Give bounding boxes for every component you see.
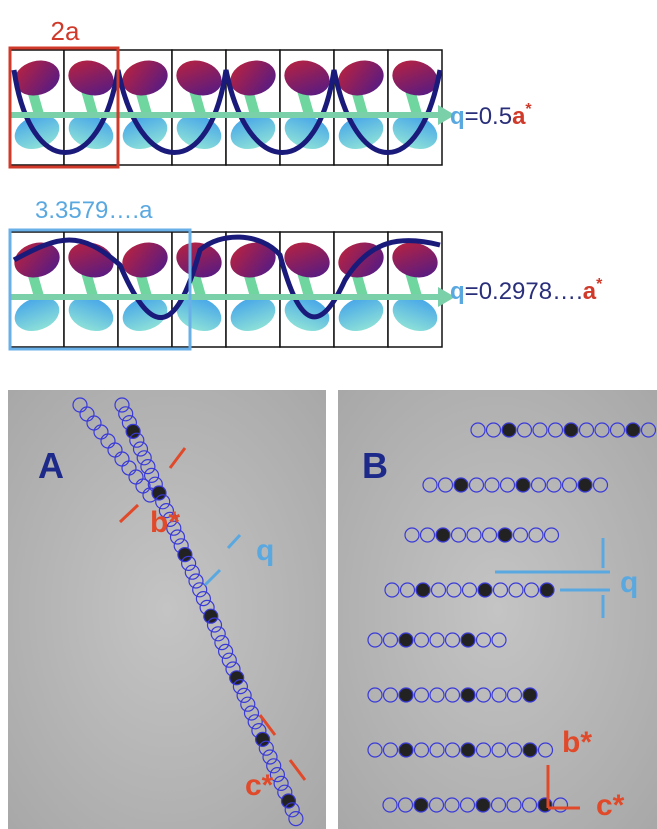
spot-marker <box>578 478 592 492</box>
q: q <box>450 278 465 305</box>
chain-row <box>10 230 455 349</box>
spot-marker <box>461 743 475 757</box>
spot-marker <box>523 743 537 757</box>
figure: 2a q=0.5a* 3.3579….a q=0.2978….a* A b* q… <box>0 0 657 829</box>
spot-marker <box>502 423 516 437</box>
spot-marker <box>498 528 512 542</box>
spot-marker <box>538 798 552 812</box>
q: q <box>450 103 465 130</box>
spot-marker <box>416 583 430 597</box>
spot-marker <box>230 671 244 685</box>
spot-marker <box>478 583 492 597</box>
spot-marker <box>476 798 490 812</box>
spot-marker <box>256 732 270 746</box>
axis-label: q <box>256 534 274 567</box>
spot-marker <box>564 423 578 437</box>
spot-marker <box>126 424 140 438</box>
axis-label: b* <box>150 506 180 539</box>
spot-marker <box>436 528 450 542</box>
value: =0.2978…. <box>465 278 583 305</box>
wavevector-label: q=0.2978….a* <box>450 276 603 305</box>
spot-marker <box>626 423 640 437</box>
axis-label: q <box>620 566 638 599</box>
wavevector-label: q=0.5a* <box>450 101 532 130</box>
axis: a <box>583 278 597 305</box>
spot-marker <box>523 688 537 702</box>
spot-marker <box>461 633 475 647</box>
spot-marker <box>399 743 413 757</box>
spot-marker <box>399 633 413 647</box>
spot-marker <box>399 688 413 702</box>
spot-marker <box>540 583 554 597</box>
spot-marker <box>454 478 468 492</box>
cell-label: 3.3579….a <box>35 197 153 224</box>
axis-label: c* <box>245 769 274 802</box>
spot-marker <box>282 794 296 808</box>
spot-marker <box>414 798 428 812</box>
star: * <box>525 101 532 118</box>
value: =0.5 <box>465 103 512 130</box>
panel-label: A <box>38 445 64 486</box>
spot-marker <box>461 688 475 702</box>
spot-marker <box>152 486 166 500</box>
spot-marker <box>516 478 530 492</box>
star: * <box>596 276 603 293</box>
axis-label: b* <box>562 726 592 759</box>
spot-marker <box>204 609 218 623</box>
axis: a <box>512 103 526 130</box>
spot-marker <box>178 548 192 562</box>
chain-row <box>10 48 455 167</box>
axis-label: c* <box>596 789 625 822</box>
cell-label: 2a <box>51 16 80 46</box>
panel-label: B <box>362 445 388 486</box>
